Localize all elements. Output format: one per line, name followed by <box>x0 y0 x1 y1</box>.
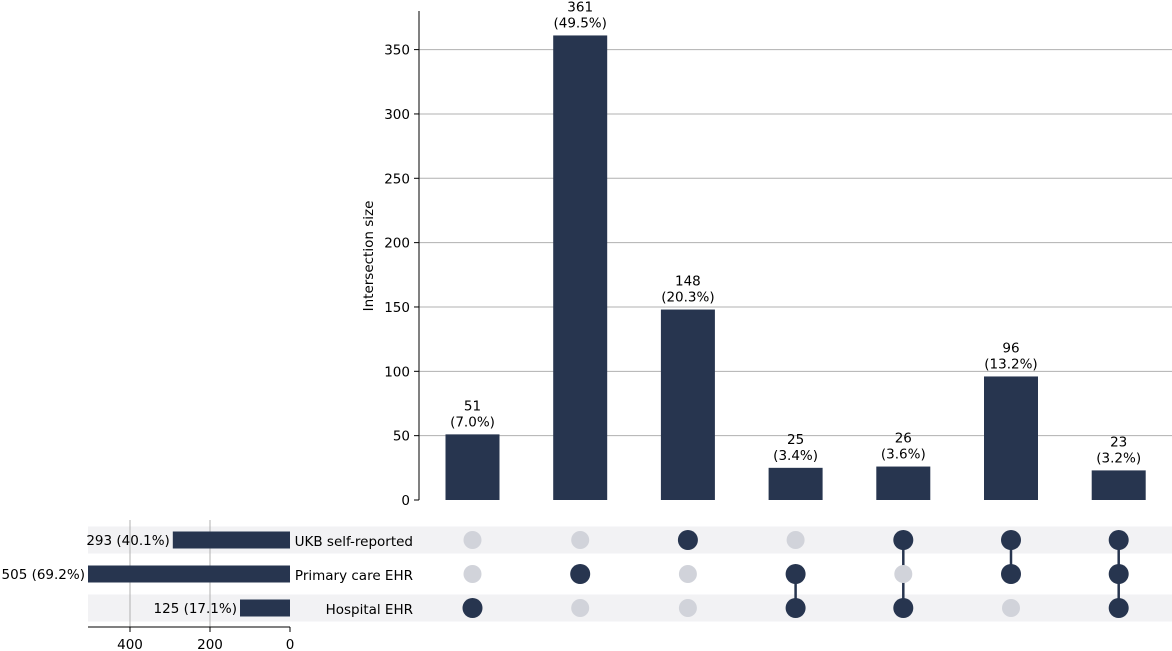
y-tick-label: 50 <box>393 429 410 445</box>
set-name-label: Hospital EHR <box>326 602 413 618</box>
bar-count-label: 148 <box>675 274 701 290</box>
matrix-dot-inactive <box>894 565 913 583</box>
matrix-dot-active <box>1108 530 1129 550</box>
matrix-dot-active <box>1001 564 1021 584</box>
set-size-tick-label: 400 <box>117 637 143 651</box>
intersection-bar <box>876 466 931 500</box>
bar-count-label: 96 <box>1002 340 1019 356</box>
set-size-axis: 400 200 0 <box>88 626 295 651</box>
bar-count-label: 26 <box>895 431 912 447</box>
matrix-dot-active <box>677 530 698 550</box>
set-size-tick-label: 200 <box>197 637 223 651</box>
set-size-label: 125 (17.1%) <box>154 601 237 617</box>
intersection-bar <box>660 309 715 500</box>
matrix-dot-active <box>462 598 483 618</box>
set-size-bar <box>172 531 290 549</box>
intersection-y-axis: 0 50 100 150 200 250 300 350 <box>384 11 420 509</box>
y-tick-label: 200 <box>384 236 410 252</box>
bar-percent-label: (13.2%) <box>984 356 1037 372</box>
set-size-tick-label: 0 <box>286 637 295 651</box>
matrix-row-bands <box>88 526 1172 622</box>
matrix-dot-active <box>1108 598 1129 618</box>
matrix-dot-inactive <box>463 565 482 583</box>
bar-percent-label: (20.3%) <box>661 290 714 306</box>
set-name-labels: UKB self-reported Primary care EHR Hospita… <box>295 534 413 618</box>
bar-percent-label: (3.4%) <box>773 448 818 464</box>
bar-percent-label: (3.2%) <box>1096 450 1141 466</box>
matrix-dot-inactive <box>1002 599 1020 617</box>
y-tick-label: 350 <box>384 43 410 59</box>
intersection-bar-labels: 51(7.0%)361(49.5%)148(20.3%)25(3.4%)26(3… <box>450 0 1141 466</box>
bar-percent-label: (3.6%) <box>881 447 926 463</box>
y-tick-label: 150 <box>384 300 410 316</box>
matrix-dot-active <box>1108 564 1129 584</box>
set-size-bars: 293 (40.1%) 505 (69.2%) 125 (17.1%) <box>2 531 290 617</box>
bar-count-label: 25 <box>787 432 804 448</box>
intersection-bar <box>768 467 823 500</box>
intersection-bar <box>445 434 500 500</box>
set-size-label: 505 (69.2%) <box>2 567 85 583</box>
bar-count-label: 51 <box>464 398 481 414</box>
matrix-dot-active <box>1001 530 1021 550</box>
intersection-bar <box>1091 470 1146 500</box>
matrix-dot-inactive <box>463 531 482 549</box>
y-tick-label: 0 <box>401 493 410 509</box>
set-name-label: Primary care EHR <box>295 568 413 584</box>
matrix-dot-inactive <box>678 599 697 617</box>
matrix-dot-inactive <box>571 531 590 549</box>
y-axis-label: Intersection size <box>361 201 377 312</box>
set-name-label: UKB self-reported <box>295 534 413 550</box>
intersection-matrix <box>462 530 1129 618</box>
intersection-gridlines <box>419 49 1172 437</box>
matrix-dot-active <box>785 564 806 584</box>
matrix-dot-active <box>570 564 591 584</box>
matrix-dot-inactive <box>571 599 590 617</box>
set-size-bar <box>240 599 290 617</box>
matrix-dot-active <box>893 530 914 550</box>
set-size-label: 293 (40.1%) <box>86 533 169 549</box>
y-tick-label: 250 <box>384 171 410 187</box>
intersection-bars <box>445 35 1146 500</box>
matrix-dot-inactive <box>786 531 805 549</box>
intersection-bar <box>553 35 608 500</box>
bar-percent-label: (7.0%) <box>450 414 495 430</box>
bar-count-label: 23 <box>1110 434 1127 450</box>
matrix-dot-active <box>785 598 806 618</box>
bar-count-label: 361 <box>567 0 593 15</box>
bar-percent-label: (49.5%) <box>553 15 606 31</box>
intersection-bar <box>984 376 1038 500</box>
y-tick-label: 300 <box>384 107 410 123</box>
y-tick-label: 100 <box>384 364 410 380</box>
set-size-bar <box>88 565 290 583</box>
matrix-dot-active <box>893 598 914 618</box>
matrix-dot-inactive <box>678 565 697 583</box>
